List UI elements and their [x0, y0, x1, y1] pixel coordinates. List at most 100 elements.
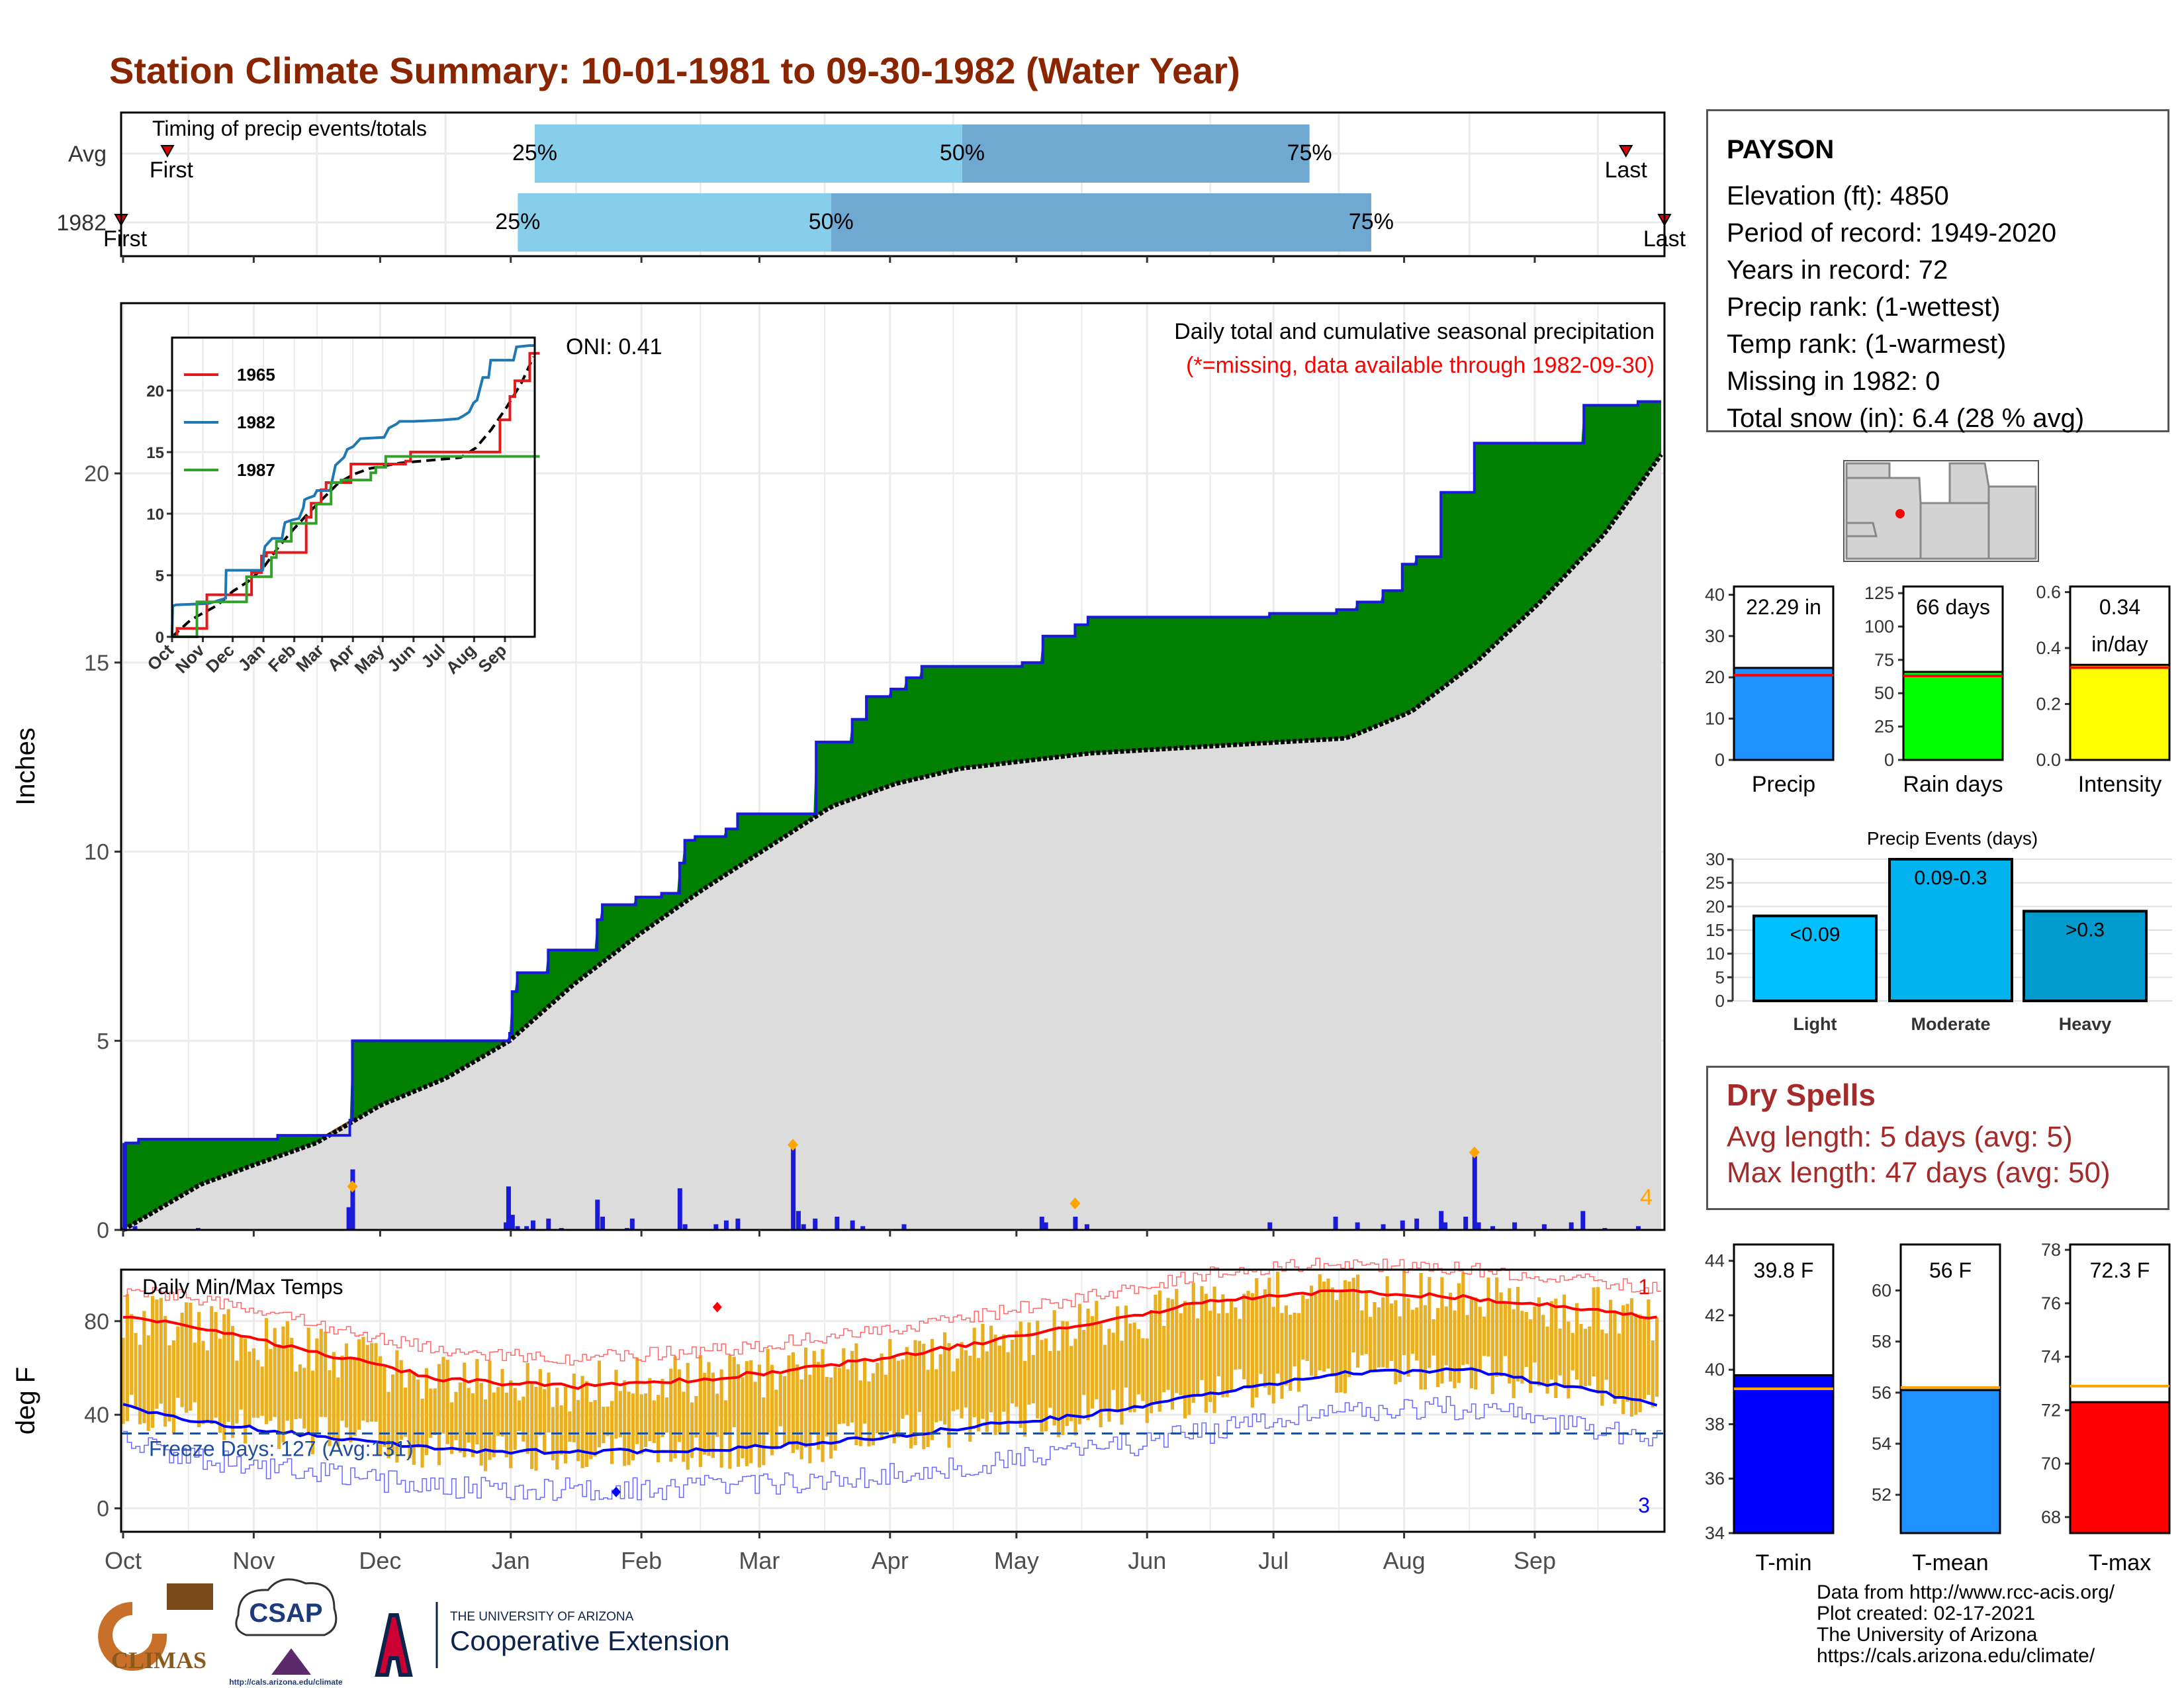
daily-temp-bar	[783, 1376, 787, 1446]
daily-temp-bar	[197, 1311, 201, 1428]
summary-y-tick-label: 0	[1715, 750, 1725, 770]
tbar-y-tick-label: 58	[1872, 1332, 1891, 1352]
daily-temp-bar	[387, 1391, 390, 1458]
daily-temp-bar	[1196, 1318, 1200, 1395]
daily-temp-bar	[285, 1321, 289, 1421]
daily-temp-bar	[1048, 1350, 1052, 1408]
daily-temp-bar	[922, 1343, 926, 1450]
daily-temp-bar	[1187, 1305, 1191, 1415]
daily-temp-bar	[294, 1371, 298, 1420]
daily-temp-bar	[1355, 1274, 1360, 1368]
precip-y-tick-label: 20	[84, 461, 109, 487]
daily-temp-bar	[171, 1340, 176, 1434]
daily-temp-bar	[1549, 1301, 1554, 1380]
daily-temp-bar	[1145, 1338, 1149, 1423]
daily-precip-bar	[600, 1217, 606, 1230]
daily-temp-bar	[580, 1376, 584, 1468]
average-cumulative-line	[122, 453, 1663, 1233]
event-bar-label: Light	[1794, 1014, 1837, 1034]
daily-temp-bar	[850, 1350, 854, 1423]
timing-pct-label: 50%	[809, 209, 854, 234]
daily-temp-bar	[155, 1299, 159, 1409]
daily-temp-bar	[1613, 1311, 1617, 1404]
daily-temp-bar	[711, 1372, 715, 1458]
daily-temp-bar	[1271, 1307, 1275, 1404]
credit-line-url: https://cals.arizona.edu/climate/	[1817, 1645, 2095, 1667]
daily-temp-bar	[791, 1352, 795, 1454]
daily-temp-bar	[1360, 1310, 1364, 1356]
tbar-y-tick-label: 40	[1705, 1360, 1725, 1380]
daily-precip-bar	[1443, 1222, 1448, 1230]
timing-bar-50-75	[831, 193, 1371, 252]
daily-temp-bar	[273, 1328, 277, 1417]
daily-temp-bar	[639, 1394, 643, 1454]
daily-temp-bar	[269, 1348, 273, 1421]
daily-temp-bar	[1588, 1326, 1592, 1386]
daily-temp-bar	[686, 1362, 690, 1470]
daily-temp-bar	[1284, 1305, 1288, 1385]
daily-temp-bar	[450, 1402, 454, 1454]
event-bar-value-label: >0.3	[2066, 919, 2105, 941]
daily-precip-bar	[1400, 1220, 1405, 1230]
daily-temp-bar	[854, 1343, 858, 1446]
daily-temp-bar	[383, 1366, 387, 1447]
daily-temp-bar	[627, 1391, 631, 1466]
average-cumulative-area	[123, 454, 1661, 1230]
daily-temp-bar	[1453, 1310, 1457, 1389]
daily-precip-bar	[1490, 1226, 1496, 1230]
tbar-y-tick-label: 36	[1705, 1469, 1725, 1489]
daily-temp-bar	[522, 1396, 525, 1442]
daily-temp-bar	[576, 1399, 580, 1462]
timing-frame-border	[120, 111, 1666, 258]
precip-y-tick-label: 10	[84, 840, 109, 865]
ua-a-logo	[375, 1613, 413, 1677]
daily-temp-bar	[513, 1387, 517, 1450]
precip-y-axis-label: Inches	[11, 727, 40, 806]
inset-series-1965-line	[172, 352, 540, 638]
daily-temp-bar	[159, 1297, 163, 1404]
summary-y-tick-label: 0	[1884, 750, 1894, 770]
tbar-value-label: 39.8 F	[1754, 1258, 1814, 1282]
daily-temp-bar	[884, 1374, 888, 1432]
events-y-tick-label: 15	[1706, 920, 1725, 940]
extreme-precip-marker	[1469, 1146, 1480, 1158]
inset-y-tick-label: 20	[146, 383, 164, 400]
ua-extension-text: Cooperative Extension	[450, 1625, 730, 1656]
daily-temp-bar	[251, 1348, 255, 1418]
daily-temp-bar	[1647, 1299, 1651, 1395]
credit-line-org: The University of Arizona	[1817, 1624, 2038, 1646]
daily-temp-bar	[896, 1360, 901, 1438]
daily-temp-bar	[858, 1380, 862, 1446]
daily-temp-bar	[1023, 1360, 1027, 1437]
daily-temp-bar	[1369, 1317, 1373, 1371]
summary-y-tick-label: 25	[1874, 717, 1894, 737]
daily-temp-bar	[1107, 1329, 1111, 1422]
daily-temp-bar	[500, 1369, 504, 1437]
tbar-y-tick-label: 78	[2041, 1240, 2061, 1260]
daily-temp-bar	[1099, 1323, 1103, 1428]
daily-temp-bar	[433, 1388, 437, 1435]
daily-temp-bar	[1558, 1329, 1562, 1376]
csap-mountain-icon	[271, 1648, 311, 1675]
daily-temp-bar	[1508, 1288, 1512, 1384]
daily-precip-bar	[1541, 1224, 1547, 1230]
inset-series-1982-line	[171, 344, 535, 637]
daily-temp-bar	[917, 1340, 921, 1413]
daily-precip-bar	[682, 1224, 688, 1230]
daily-temp-bar	[1280, 1313, 1284, 1399]
daily-temp-bar	[623, 1380, 627, 1466]
daily-temp-bar	[698, 1354, 702, 1468]
summary-bar-label: Rain days	[1903, 772, 2003, 797]
summary-bar-value-label: 22.29 in	[1746, 595, 1821, 619]
daily-temp-bar	[648, 1378, 652, 1442]
daily-temp-bar	[1432, 1319, 1435, 1356]
daily-temp-bar	[336, 1377, 340, 1446]
daily-temp-bar	[913, 1340, 917, 1446]
daily-temp-bar	[778, 1374, 782, 1427]
daily-temp-bar	[719, 1369, 723, 1468]
daily-temp-bar	[960, 1342, 964, 1419]
daily-temp-bar	[1221, 1294, 1225, 1397]
daily-temp-bar	[1478, 1307, 1482, 1371]
daily-temp-bar	[1364, 1292, 1368, 1354]
event-bar-heavy	[2023, 910, 2148, 1003]
